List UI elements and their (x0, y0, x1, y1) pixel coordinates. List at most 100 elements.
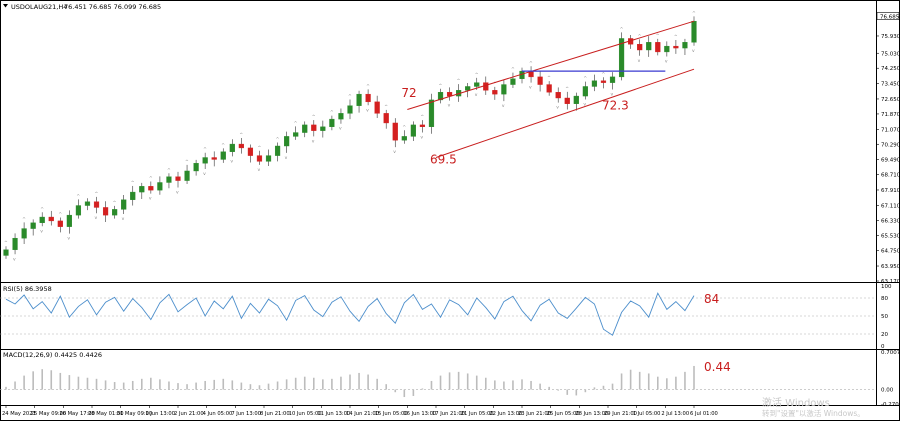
fractal-down-marker: v (339, 127, 342, 132)
macd-tick-label: 0.00 (881, 388, 894, 394)
rsi-tick-label: 80 (881, 296, 888, 302)
fractal-down-marker: v (149, 197, 152, 202)
fractal-up-marker: ^ (58, 211, 62, 217)
fractal-up-marker: ^ (674, 34, 678, 40)
macd-annotation: 0.44 (704, 360, 731, 374)
fractal-up-marker: ^ (529, 60, 533, 66)
time-tick-label: 1 Jul 05:00 (633, 411, 661, 417)
candle-body (356, 93, 362, 106)
price-tick-label: 71.070 (881, 127, 900, 133)
fractal-up-marker: ^ (475, 72, 479, 78)
fractal-up-marker: ^ (294, 120, 298, 126)
price-tick-label: 69.490 (881, 158, 900, 164)
candle-body (211, 157, 217, 160)
time-tick-label: 29 Jun 21:00 (604, 411, 637, 417)
candle-body (673, 45, 679, 49)
price-tick-label: 72.650 (881, 97, 900, 103)
fractal-up-marker: ^ (131, 180, 135, 186)
candle-body (383, 113, 389, 124)
candle-body (139, 186, 145, 193)
fractal-up-marker: ^ (276, 137, 280, 143)
fractal-up-marker: ^ (330, 110, 334, 116)
candle-body (365, 93, 371, 103)
fractal-up-marker: ^ (203, 147, 207, 153)
candle-body (293, 132, 299, 137)
fractal-up-marker: ^ (312, 114, 316, 120)
candle-body (30, 222, 36, 229)
price-tick-label: 73.450 (881, 82, 900, 88)
candle-body (256, 155, 263, 162)
fractal-up-marker: ^ (547, 75, 551, 81)
time-tick-label: 17 Jun 21:00 (432, 411, 465, 417)
candle-body (428, 99, 435, 128)
time-tick-label: 10 Jun 05:00 (289, 411, 322, 417)
fractal-up-marker: ^ (402, 124, 406, 130)
trendlines (407, 20, 695, 158)
price-tick-label: 67.910 (881, 188, 900, 194)
candles (3, 16, 697, 259)
candle-body (229, 143, 235, 152)
macd-tick-label: 0.7007 (881, 350, 900, 356)
candle-body (175, 176, 181, 181)
candle-body (284, 136, 290, 147)
candle-body (600, 80, 607, 83)
fractal-down-marker: v (475, 93, 478, 98)
candle-body (21, 228, 27, 239)
candle-body (555, 92, 561, 99)
candle-body (93, 201, 100, 208)
price-tick-label: 64.750 (881, 249, 900, 255)
fractal-up-marker: ^ (420, 114, 424, 120)
price-tick-label: 66.330 (881, 218, 900, 224)
price-tick-label: 68.710 (881, 173, 900, 179)
time-tick-label: 16 Jun 13:00 (403, 411, 436, 417)
fractal-down-marker: v (176, 190, 179, 195)
fractal-up-marker: ^ (22, 216, 26, 222)
candle-body (274, 145, 281, 156)
candle-body (247, 147, 254, 156)
time-tick-label: 23 Jun 21:00 (518, 411, 551, 417)
candle-body (84, 201, 91, 206)
candle-body (374, 101, 380, 114)
candle-body (392, 122, 398, 141)
time-tick-label: 6 Jul 01:00 (690, 411, 718, 417)
price-tick-label: 75.030 (881, 51, 900, 57)
candle-body (166, 176, 172, 183)
time-tick-label: 11 Jun 13:00 (317, 411, 350, 417)
current-price-tag (876, 12, 900, 20)
time-tick-label: 1 Jun 13:00 (145, 411, 175, 417)
fractal-up-marker: ^ (601, 71, 605, 77)
candle-body (184, 170, 190, 181)
candle-body (419, 124, 426, 128)
fractal-up-marker: ^ (439, 83, 443, 89)
fractal-down-marker: v (40, 229, 43, 234)
fractal-up-marker: ^ (221, 142, 225, 148)
candle-body (193, 163, 199, 172)
fractal-up-marker: ^ (348, 94, 352, 100)
fractal-down-marker: v (502, 104, 505, 109)
dropdown-arrow-icon[interactable] (3, 4, 8, 8)
time-tick-label: 21 Jun 05:00 (461, 411, 494, 417)
price-tick-label: 74.250 (881, 66, 900, 72)
fractal-down-marker: v (230, 159, 233, 164)
price-tick-label: 75.930 (881, 34, 900, 40)
candle-body (48, 216, 54, 222)
price-tick-label: 67.110 (881, 203, 900, 209)
price-tick-label: 63.170 (881, 279, 900, 285)
time-tick-label: 4 Jun 05:00 (203, 411, 233, 417)
candle-body (483, 82, 489, 91)
macd-panel: 0.7007 0.00 -0.2701 0.44 (0, 350, 900, 408)
watermark-line1: 激活 Windows (762, 396, 830, 409)
price-tick-label: 63.950 (881, 264, 900, 270)
fractal-down-marker: v (257, 168, 260, 173)
fractal-down-marker: v (122, 217, 125, 222)
candle-body (401, 136, 407, 141)
fractal-down-marker: v (285, 156, 288, 161)
price-annotation: 72 (401, 86, 416, 100)
price-tick-label: 65.530 (881, 234, 900, 240)
fractal-markers: ^ v ^ ^ v ^ v ^ ^ v ^ v ^ ^ v ^ v ^ ^ v ^ v ^ ^ v ^ v ^ ^ v ^ v ^ ^ v ^ v ^ ^ v… (4, 10, 696, 262)
fractal-up-marker: ^ (40, 206, 44, 212)
fractal-down-marker: v (448, 104, 451, 109)
candle-body (112, 209, 118, 216)
